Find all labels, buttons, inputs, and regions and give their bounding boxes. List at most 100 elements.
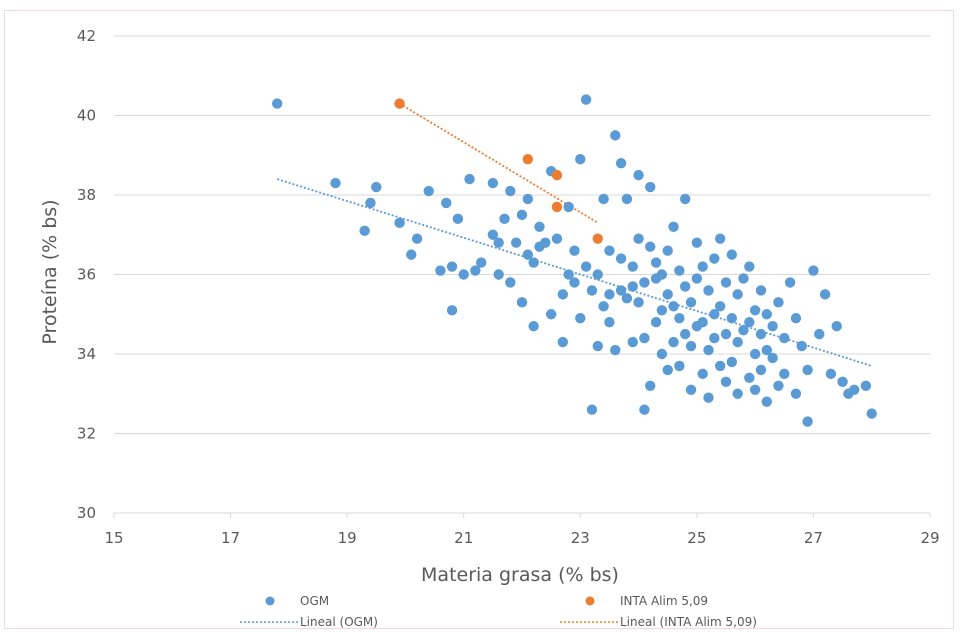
data-point: [714, 233, 726, 244]
data-point: [720, 376, 732, 388]
y-tick-label: 36: [77, 266, 96, 284]
data-point: [767, 352, 778, 364]
data-point: [505, 277, 516, 288]
gridlines: [113, 35, 931, 518]
data-point: [680, 193, 691, 205]
data-point: [359, 225, 370, 236]
data-point: [680, 328, 691, 340]
data-point: [749, 384, 761, 395]
data-point: [406, 249, 417, 260]
data-point: [487, 229, 499, 240]
data-point: [423, 185, 434, 197]
trendlines: [276, 102, 872, 367]
data-point: [814, 328, 825, 340]
data-point: [563, 201, 574, 213]
data-point: [779, 332, 790, 344]
data-point: [755, 285, 767, 296]
data-point: [761, 344, 772, 356]
trendline: [399, 102, 599, 224]
data-point: [773, 297, 784, 308]
data-point: [726, 313, 738, 324]
legend-label: Lineal (OGM): [300, 615, 378, 629]
data-point: [709, 332, 720, 344]
data-point: [493, 269, 504, 280]
data-point: [860, 380, 872, 391]
data-point: [732, 336, 743, 348]
data-point: [604, 245, 615, 256]
y-tick-label: 42: [77, 27, 96, 45]
data-point: [691, 273, 703, 284]
data-point: [656, 305, 668, 316]
data-point: [464, 173, 475, 185]
data-point: [476, 257, 487, 268]
data-point: [598, 193, 609, 205]
data-point: [761, 396, 772, 407]
data-point: [825, 368, 837, 380]
data-point: [668, 221, 679, 232]
x-tick-label: 17: [221, 529, 240, 547]
data-point: [808, 265, 819, 276]
data-point: [569, 245, 580, 256]
legend-marker: [265, 596, 275, 606]
data-point: [371, 181, 382, 193]
data-point: [819, 289, 831, 300]
data-point: [749, 348, 761, 360]
data-point: [540, 237, 551, 248]
data-point: [510, 237, 522, 248]
data-point: [744, 261, 755, 272]
data-point: [784, 277, 796, 288]
data-point: [639, 404, 650, 415]
data-point: [580, 94, 592, 105]
data-point: [441, 197, 452, 209]
data-point: [330, 177, 341, 189]
data-point: [685, 384, 697, 395]
data-point: [790, 313, 802, 324]
data-point: [394, 217, 405, 229]
x-tick-label: 29: [920, 529, 939, 547]
data-point: [610, 130, 621, 141]
data-point: [685, 297, 697, 308]
data-point: [528, 320, 539, 332]
chart-frame: [4, 10, 954, 629]
data-point: [703, 344, 714, 356]
data-point: [470, 265, 481, 276]
data-point: [662, 364, 673, 376]
data-point: [749, 305, 761, 316]
y-tick-label: 30: [77, 504, 96, 522]
data-point: [557, 336, 568, 348]
y-tick-label: 38: [77, 186, 96, 204]
legend-label: Lineal (INTA Alim 5,09): [620, 615, 757, 629]
x-tick-labels: 15 17 19 21 23 25 27 29: [104, 529, 939, 547]
data-point: [604, 317, 615, 328]
data-point: [680, 281, 691, 292]
legend: OGM INTA Alim 5,09 Lineal (OGM) Lineal (INT…: [240, 594, 757, 629]
data-point: [575, 154, 586, 165]
legend-label: OGM: [300, 594, 329, 608]
data-point: [849, 384, 860, 395]
data-point: [580, 261, 592, 272]
data-point: [685, 340, 697, 352]
y-tick-label: 40: [77, 107, 96, 125]
data-point: [755, 328, 767, 340]
data-point: [522, 193, 534, 205]
data-point: [569, 277, 580, 288]
data-point: [272, 98, 283, 109]
data-point: [446, 305, 458, 316]
data-points: [272, 94, 877, 427]
data-point: [615, 253, 627, 264]
data-point: [493, 237, 504, 248]
data-point: [615, 158, 627, 169]
data-point: [592, 340, 603, 352]
data-point: [645, 380, 656, 391]
data-point: [627, 261, 638, 272]
data-point: [505, 185, 516, 197]
data-point: [633, 169, 644, 181]
data-point: [627, 281, 638, 292]
data-point: [738, 324, 749, 336]
data-point: [528, 257, 539, 268]
data-point: [726, 356, 738, 368]
data-point: [732, 388, 743, 399]
data-point: [446, 261, 458, 272]
legend-marker: [585, 596, 595, 606]
data-point: [499, 213, 510, 225]
